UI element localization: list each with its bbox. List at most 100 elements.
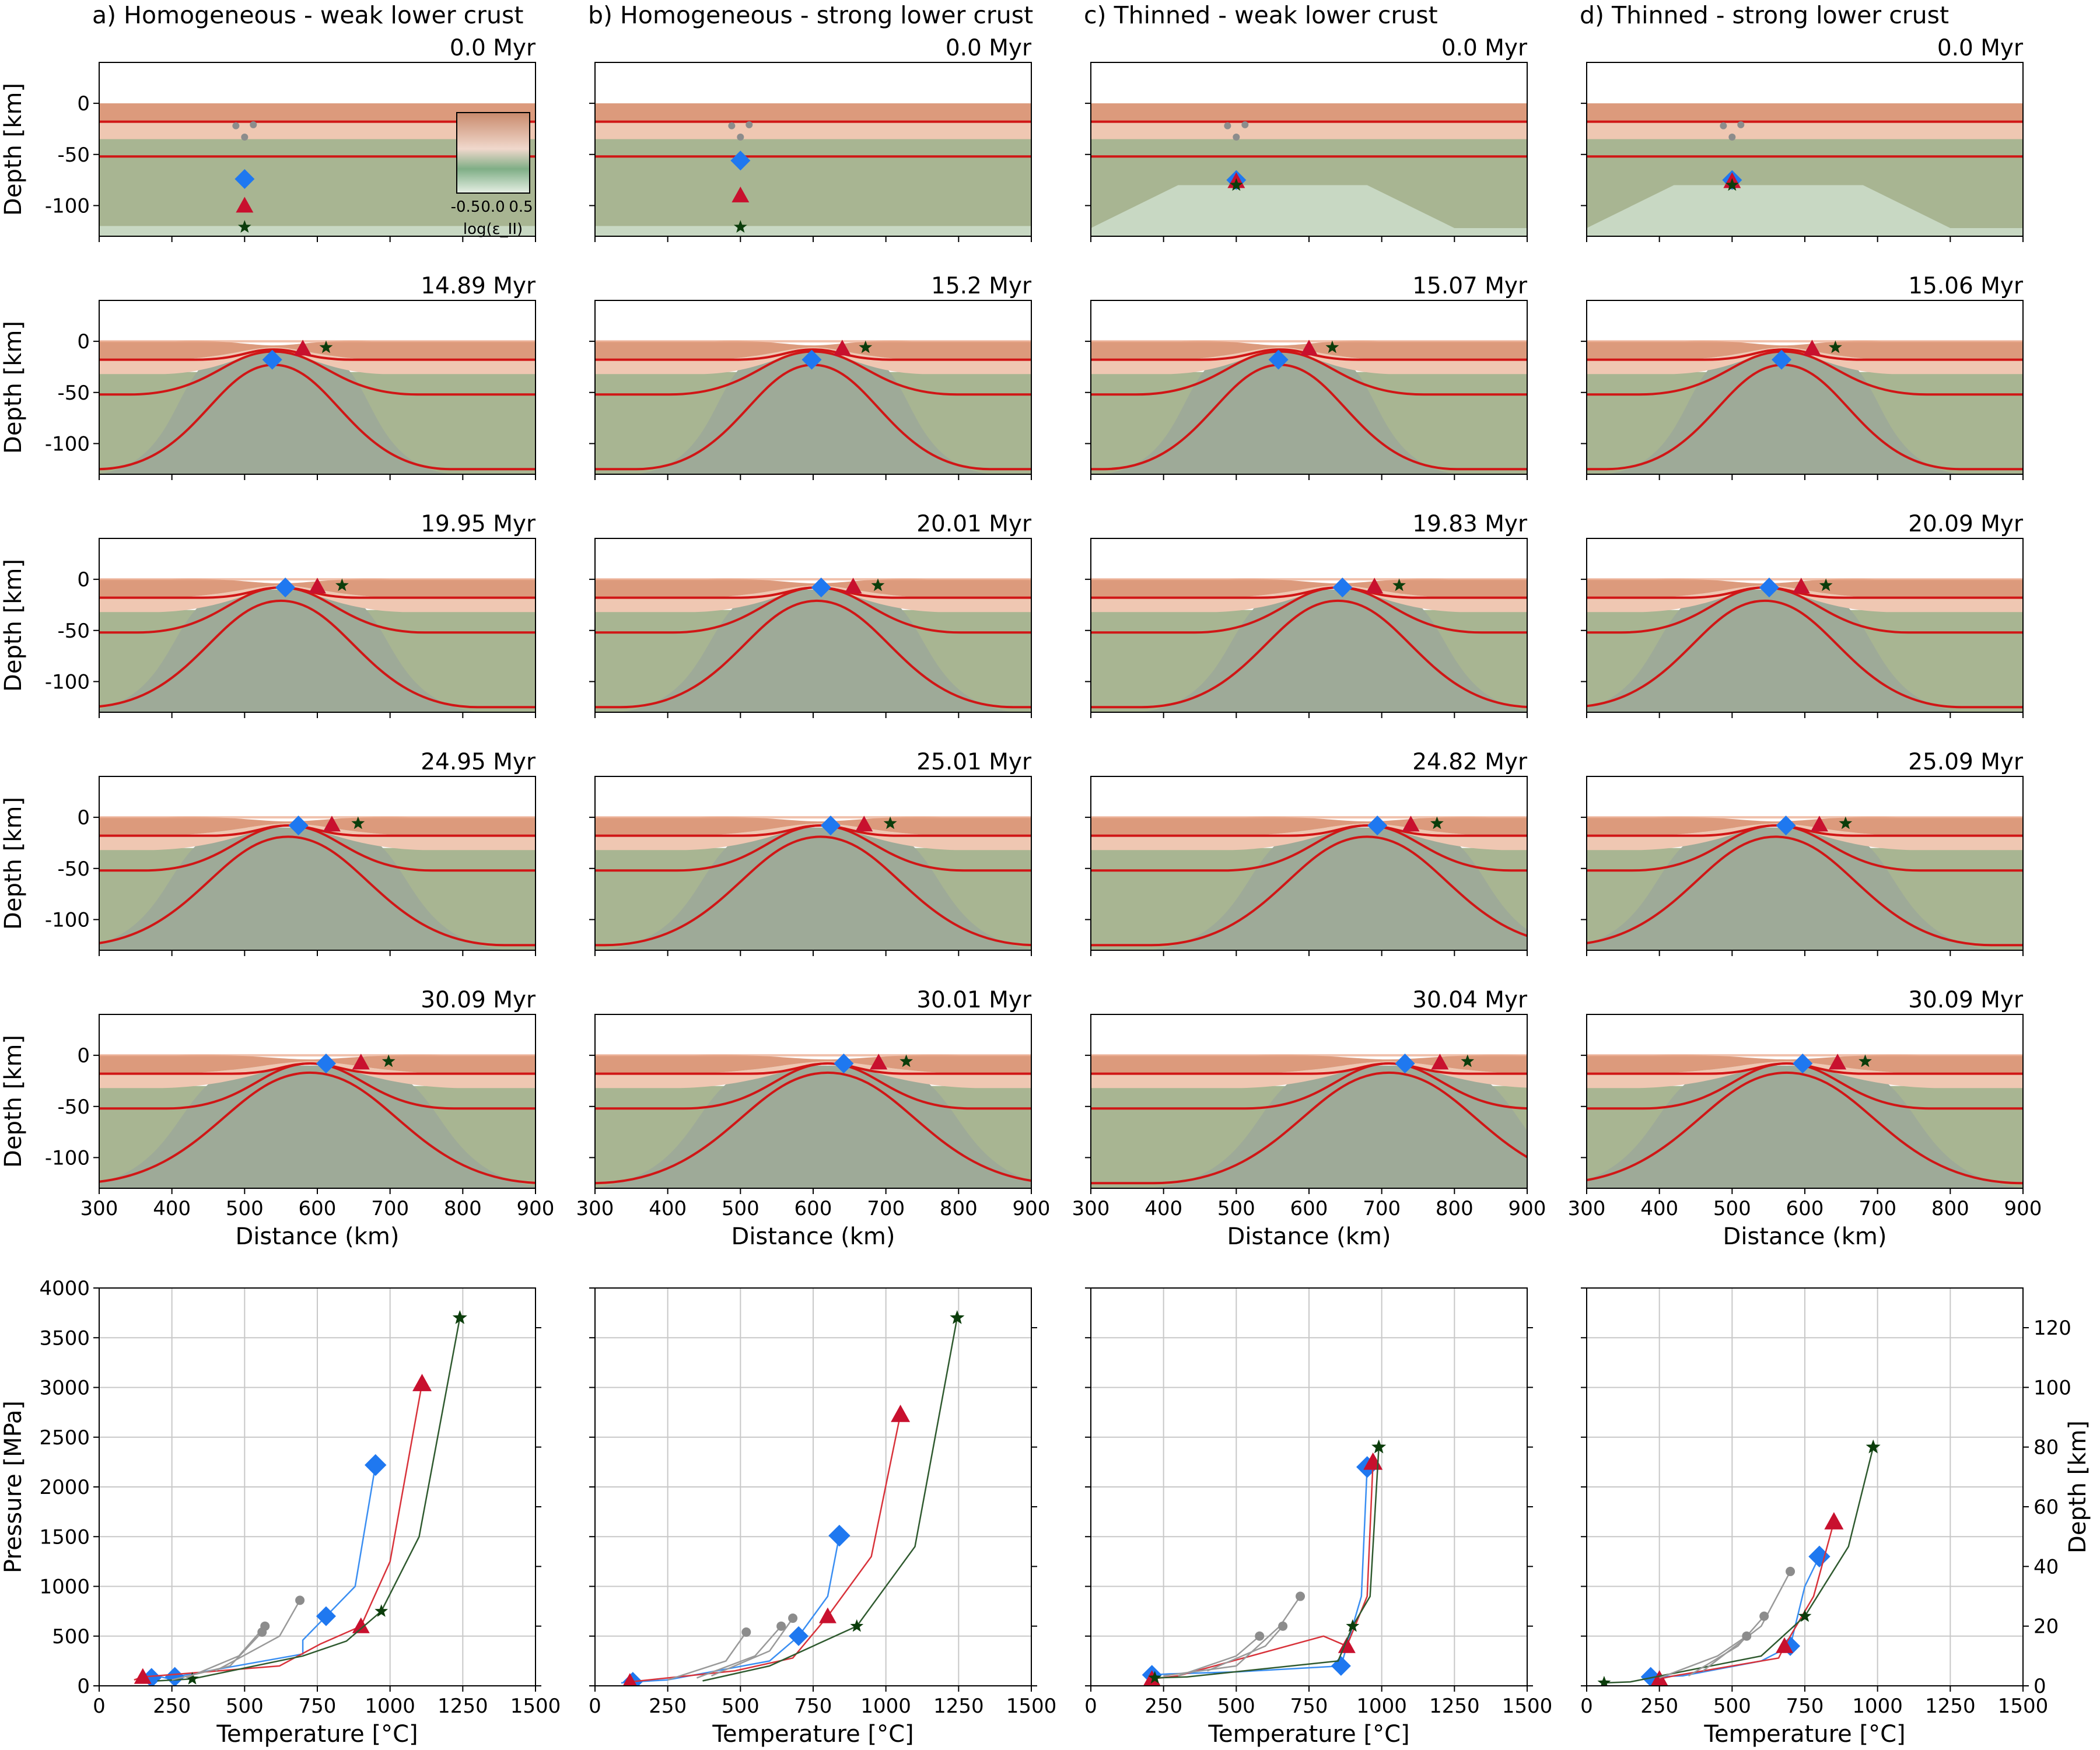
y-tick-label: 0 (77, 92, 90, 116)
pt-x-tick-label: 250 (1640, 1695, 1678, 1718)
pt-x-tick-label: 750 (299, 1695, 337, 1718)
isotherm-line (99, 824, 536, 872)
gray-tracer-marker (232, 122, 240, 130)
star-marker (871, 578, 885, 592)
gray-marker (295, 1595, 305, 1605)
time-label: 0.0 Myr (1937, 35, 2024, 61)
diamond-marker (802, 349, 822, 370)
isotherm-line (595, 835, 1031, 947)
asthenosphere-dome (99, 1065, 536, 1188)
gray-tracer-marker (737, 133, 744, 141)
colorbar-label: log(ε_II) (463, 220, 523, 238)
upper-crust (1587, 103, 2023, 122)
y-tick-label: -50 (57, 1096, 90, 1119)
pt-x-axis-label: Temperature [°C] (1703, 1721, 1905, 1748)
surface-band (99, 816, 536, 819)
x-tick-label: 300 (1568, 1197, 1606, 1220)
x-tick-label: 900 (2004, 1197, 2042, 1220)
triangle-marker (622, 1673, 637, 1686)
triangle-marker (1776, 1637, 1794, 1653)
pt-x-axis-label: Temperature [°C] (1208, 1721, 1409, 1748)
isotherm-line (595, 824, 1031, 872)
pt-x-tick-label: 750 (794, 1695, 832, 1718)
pt-body (134, 1310, 467, 1686)
y-tick-label: 0 (77, 330, 90, 354)
section-x-axis-label: Distance (km) (1227, 1223, 1391, 1250)
pt-x-tick-label: 750 (1786, 1695, 1824, 1718)
star-marker (382, 1054, 396, 1068)
section-y-axis-label: Depth [km] (0, 559, 27, 692)
triangle-marker (844, 578, 862, 594)
section-body (1091, 62, 1527, 236)
isotherm-line (1091, 348, 1527, 361)
asthenosphere-dome (1148, 1065, 1527, 1188)
section-panel: 30.04 Myr 300 400 500 600 700 800 900 Distance (… (1072, 987, 1546, 1250)
section-body (1091, 1014, 1527, 1188)
pt-y-tick-label: 500 (52, 1625, 90, 1648)
surface-band (1091, 816, 1527, 819)
gray-pt-path (1178, 1635, 1261, 1677)
isotherm-line (1091, 1062, 1527, 1110)
time-label: 24.95 Myr (421, 749, 536, 775)
diamond-marker (1808, 1545, 1831, 1568)
x-tick-label: 700 (867, 1197, 905, 1220)
cross-section-grid: 0.0 Myr 0 -50 -100 Depth [km] -0.5 0.0 0.5 log(ε… (0, 35, 2042, 1250)
gray-pt-path (711, 1618, 794, 1677)
asthenosphere-dome (1605, 351, 1961, 474)
section-panel: 24.82 Myr (1085, 749, 1528, 956)
pt-x-tick-label: 250 (153, 1695, 191, 1718)
time-label: 14.89 Myr (421, 273, 536, 299)
surface-band (1091, 1054, 1527, 1057)
star-marker (319, 340, 333, 354)
lower-crust (99, 823, 536, 850)
triangle-marker (818, 1607, 836, 1623)
diamond-marker (1776, 816, 1796, 836)
upper-crust (1587, 1055, 2023, 1074)
x-tick-label: 300 (1072, 1197, 1110, 1220)
gray-tracer-marker (250, 121, 257, 128)
star-marker (1798, 1609, 1812, 1622)
pt-x-tick-label: 0 (93, 1695, 106, 1718)
section-x-axis-label: Distance (km) (732, 1223, 895, 1250)
section-body (1091, 776, 1527, 950)
star-marker (1346, 1619, 1360, 1632)
asthenosphere-dome (99, 351, 452, 474)
star-marker (850, 1619, 864, 1632)
diamond-marker (365, 1454, 387, 1476)
pt-x-tick-label: 1500 (510, 1695, 561, 1718)
column-titles: a) Homogeneous - weak lower crust b) Homo… (92, 1, 1949, 29)
upper-crust (99, 817, 536, 836)
gray-marker (1759, 1611, 1769, 1621)
upper-crust (595, 817, 1031, 836)
pt-y-tick-label: 3500 (39, 1326, 90, 1350)
x-tick-label: 800 (1931, 1197, 1969, 1220)
lower-crust (1587, 1061, 2023, 1088)
star-marker (1371, 1439, 1387, 1454)
pt-x-tick-label: 1000 (860, 1695, 911, 1718)
pt-y-tick-label: 3000 (39, 1377, 90, 1400)
triangle-marker (352, 1617, 370, 1633)
time-label: 30.04 Myr (1412, 987, 1528, 1013)
gray-marker (257, 1627, 267, 1637)
isotherm-line (1091, 599, 1527, 709)
section-panel: 25.01 Myr (589, 749, 1032, 956)
x-tick-label: 800 (940, 1197, 978, 1220)
section-panel: 15.06 Myr (1581, 273, 2024, 480)
gray-marker (788, 1614, 798, 1623)
time-label: 0.0 Myr (450, 35, 536, 61)
star-marker (900, 1054, 913, 1068)
gray-pt-path (1688, 1615, 1765, 1676)
section-body (99, 776, 536, 950)
pt-x-tick-label: 1500 (1502, 1695, 1553, 1718)
triangle-marker (309, 578, 326, 594)
lower-crust (1587, 823, 2023, 850)
pt-x-tick-label: 0 (1580, 1695, 1593, 1718)
upper-crust (1091, 817, 1527, 836)
section-panel: 24.95 Myr 0 -50 -100 Depth [km] (0, 749, 536, 956)
time-label: 30.01 Myr (916, 987, 1032, 1013)
time-label: 20.09 Myr (1908, 511, 2024, 537)
triangle-marker (1792, 578, 1810, 594)
star-marker (733, 220, 747, 233)
time-label: 15.07 Myr (1412, 273, 1528, 299)
diamond-marker (1793, 1054, 1813, 1074)
